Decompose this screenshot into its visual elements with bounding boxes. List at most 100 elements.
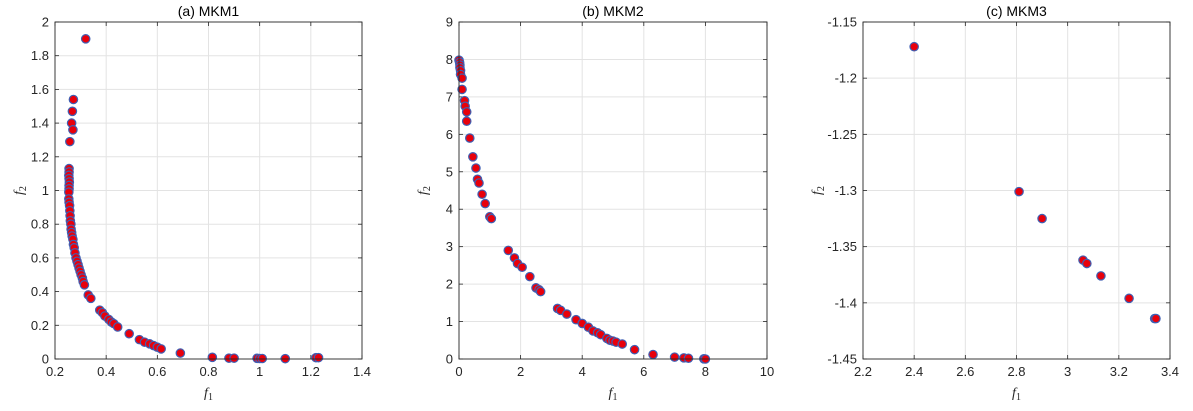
x-axis-label-main: f xyxy=(1012,386,1018,401)
y-tick-label: 4 xyxy=(446,202,453,217)
data-point xyxy=(464,133,475,143)
axes-box xyxy=(458,21,768,360)
x-axis-label-subscript: 1 xyxy=(208,392,213,403)
y-tick-label: -1.45 xyxy=(827,352,857,367)
y-tick-label: 5 xyxy=(446,164,453,179)
y-tick-label: -1.2 xyxy=(835,71,857,86)
y-axis-label-subscript: 2 xyxy=(18,186,29,191)
data-point xyxy=(124,328,134,339)
y-tick-label: -1.25 xyxy=(827,127,857,142)
data-point xyxy=(313,352,324,363)
data-points xyxy=(64,34,324,364)
data-point xyxy=(480,198,490,209)
data-point xyxy=(68,94,79,105)
x-tick-label: 2.2 xyxy=(854,364,872,379)
data-point xyxy=(474,178,484,188)
x-tick-label: 8 xyxy=(702,364,709,379)
y-tick-label: -1.4 xyxy=(835,295,857,310)
data-point xyxy=(909,41,919,52)
data-point xyxy=(207,352,218,363)
data-point xyxy=(461,116,472,127)
x-tick-label: 2.4 xyxy=(905,364,923,379)
y-tick-label: 1 xyxy=(42,183,49,198)
data-point xyxy=(68,125,78,135)
x-tick-label: 1 xyxy=(256,364,263,379)
y-tick-label: 1.6 xyxy=(31,82,49,97)
y-tick-label: 1 xyxy=(446,314,453,329)
x-tick-label: 0.2 xyxy=(46,364,64,379)
data-point xyxy=(457,84,467,95)
y-tick-label: 0.4 xyxy=(31,284,49,299)
data-point xyxy=(468,152,478,162)
x-tick-label: 3 xyxy=(1064,364,1071,379)
data-point xyxy=(617,339,628,349)
chart-title: (c) MKM3 xyxy=(986,3,1047,19)
data-point xyxy=(457,73,467,83)
y-tick-label: 2 xyxy=(42,15,49,30)
y-axis-label-subscript: 2 xyxy=(422,186,433,191)
x-axis-label: f1 xyxy=(609,386,618,403)
y-tick-label: -1.35 xyxy=(827,239,857,254)
data-point xyxy=(629,344,640,355)
data-point xyxy=(175,348,186,358)
plot-area xyxy=(459,22,767,359)
y-tick-label: 0.2 xyxy=(31,318,49,333)
chart-title: (a) MKM1 xyxy=(178,3,240,19)
x-tick-label: 2.8 xyxy=(1007,364,1025,379)
x-axis-label-subscript: 1 xyxy=(612,392,617,403)
y-tick-label: 1.2 xyxy=(31,149,49,164)
y-tick-label: 0 xyxy=(446,352,453,367)
y-tick-label: 0.8 xyxy=(31,217,49,232)
y-axis-label-subscript: 2 xyxy=(816,186,827,191)
data-points xyxy=(454,55,711,364)
y-tick-label: -1.3 xyxy=(835,183,857,198)
data-point xyxy=(156,344,166,354)
data-point xyxy=(79,280,90,290)
y-axis-label-main: f xyxy=(12,189,27,195)
chart-panel-mkm3: 2.2 2.4 2.6 2.8 3 3.2 3.4 -1.45 -1.4 -1.35 -1.3 -1.… xyxy=(810,3,1179,403)
x-tick-label: 0.8 xyxy=(199,364,217,379)
data-points xyxy=(909,41,1161,324)
y-tick-label: -1.15 xyxy=(827,15,857,30)
data-point xyxy=(1151,313,1161,324)
data-point xyxy=(1082,258,1092,269)
y-tick-label: 8 xyxy=(446,52,453,67)
data-point xyxy=(1037,213,1047,224)
data-point xyxy=(461,107,472,117)
data-point xyxy=(1096,271,1106,281)
y-axis-label-main: f xyxy=(810,189,825,195)
data-point xyxy=(80,34,91,44)
axes-box xyxy=(862,21,1171,360)
data-point xyxy=(486,213,497,224)
y-axis-label-main: f xyxy=(416,189,431,195)
y-tick-label: 7 xyxy=(446,89,453,104)
x-tick-label: 6 xyxy=(640,364,647,379)
chart-panel-mkm1: 0.2 0.4 0.6 0.8 1 1.2 1.400.20.40.60.811.21.41… xyxy=(12,3,371,403)
x-axis-label-subscript: 1 xyxy=(1016,392,1021,403)
data-point xyxy=(503,245,514,256)
chart-title: (b) MKM2 xyxy=(582,3,644,19)
data-point xyxy=(67,106,78,117)
x-tick-label: 1.4 xyxy=(353,364,371,379)
x-tick-label: 2 xyxy=(517,364,524,379)
y-tick-label: 1.8 xyxy=(31,48,49,63)
x-tick-label: 1.2 xyxy=(302,364,320,379)
data-point xyxy=(477,189,487,200)
y-tick-label: 6 xyxy=(446,127,453,142)
x-tick-label: 10 xyxy=(760,364,774,379)
y-tick-label: 2 xyxy=(446,277,453,292)
data-point xyxy=(1014,186,1024,197)
y-tick-label: 0 xyxy=(42,352,49,367)
x-tick-label: 3.4 xyxy=(1161,364,1179,379)
y-tick-label: 1.4 xyxy=(31,116,49,131)
x-tick-label: 0.6 xyxy=(148,364,166,379)
data-point xyxy=(1124,293,1134,304)
data-point xyxy=(86,293,96,304)
x-tick-label: 0.4 xyxy=(97,364,115,379)
data-point xyxy=(669,352,680,362)
data-point xyxy=(257,353,268,364)
x-axis-label: f1 xyxy=(1012,386,1021,403)
y-tick-label: 3 xyxy=(446,239,453,254)
data-point xyxy=(683,353,694,364)
